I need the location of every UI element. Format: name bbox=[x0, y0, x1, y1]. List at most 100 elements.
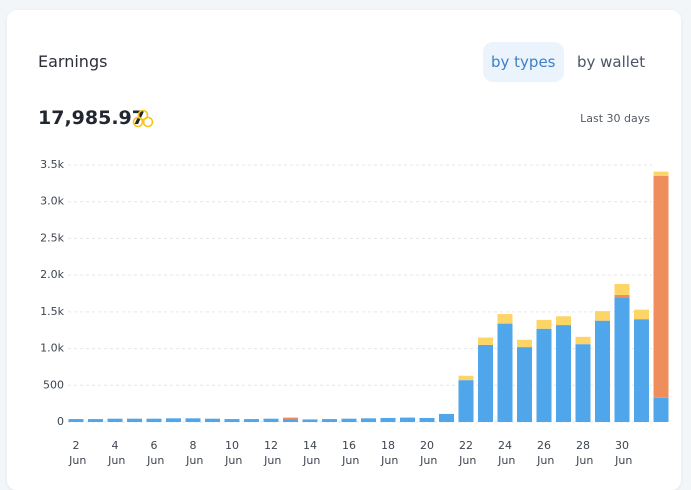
x-tick-label: 18 Jun bbox=[378, 439, 399, 467]
x-tick-label-line: 8 bbox=[190, 439, 197, 452]
x-tick-label-line: Jun bbox=[66, 454, 87, 467]
bar-segment bbox=[634, 309, 649, 320]
bar-segment bbox=[185, 418, 201, 422]
bar-segment bbox=[575, 344, 591, 422]
x-tick-label: 10 Jun bbox=[222, 439, 243, 467]
x-tick-label-line: 14 bbox=[303, 439, 317, 452]
x-tick-label: 16 Jun bbox=[339, 439, 360, 467]
y-tick-label: 3.0k bbox=[40, 195, 64, 208]
y-tick-label: 0 bbox=[57, 415, 64, 428]
x-tick-label-line: 12 bbox=[264, 439, 278, 452]
bar-segment bbox=[341, 418, 357, 422]
bar-segment bbox=[224, 419, 240, 422]
bar-segment bbox=[205, 418, 220, 422]
x-tick-label-line: 30 bbox=[615, 439, 629, 452]
card-title: Earnings bbox=[38, 52, 108, 71]
y-tick-label: 1.0k bbox=[40, 342, 64, 355]
bar-segment bbox=[361, 418, 376, 422]
x-tick-label-line: Jun bbox=[378, 454, 399, 467]
bar-segment bbox=[68, 419, 84, 422]
x-tick-label: 24 Jun bbox=[495, 439, 516, 467]
y-tick-label: 500 bbox=[43, 378, 64, 391]
bar-segment bbox=[517, 347, 532, 422]
x-tick-label-line: Jun bbox=[495, 454, 516, 467]
bar-segment bbox=[322, 419, 337, 422]
bar-segment bbox=[263, 418, 279, 422]
x-tick-label: 22 Jun bbox=[456, 439, 477, 467]
x-tick-label-line: 2 bbox=[73, 439, 80, 452]
bar-segment bbox=[478, 344, 493, 422]
bar-segment bbox=[283, 417, 298, 420]
bar-segment bbox=[575, 336, 591, 345]
x-tick-label-line: Jun bbox=[144, 454, 165, 467]
x-tick-label-line: Jun bbox=[339, 454, 360, 467]
x-tick-label-line: 22 bbox=[459, 439, 473, 452]
bar-segment bbox=[653, 176, 669, 398]
earnings-card: Earnings by types by wallet 17,985.97 La… bbox=[7, 10, 681, 490]
bar-segment bbox=[478, 337, 493, 345]
bar-segment bbox=[244, 419, 259, 422]
y-tick-label: 1.5k bbox=[40, 305, 64, 318]
bar-segment bbox=[653, 171, 669, 177]
tab-by-types[interactable]: by types bbox=[483, 42, 564, 82]
bar-segment bbox=[439, 413, 454, 422]
bar-segment bbox=[107, 418, 123, 422]
x-tick-label-line: Jun bbox=[417, 454, 438, 467]
period-label: Last 30 days bbox=[580, 112, 650, 125]
y-tick-label: 2.0k bbox=[40, 268, 64, 281]
x-tick-label-line: 18 bbox=[381, 439, 395, 452]
bar-segment bbox=[166, 418, 181, 422]
x-tick-label-line: Jun bbox=[573, 454, 594, 467]
bar-segment bbox=[458, 380, 474, 422]
x-tick-label-line: 24 bbox=[498, 439, 512, 452]
bar-segment bbox=[536, 319, 552, 329]
bar-segment bbox=[497, 323, 513, 422]
x-tick-label: 6 Jun bbox=[144, 439, 165, 467]
tab-by-wallet[interactable]: by wallet bbox=[577, 53, 646, 71]
x-tick-label-line: 16 bbox=[342, 439, 356, 452]
y-tick-label: 2.5k bbox=[40, 231, 64, 244]
x-tick-label-line: 4 bbox=[112, 439, 119, 452]
x-tick-label: 14 Jun bbox=[300, 439, 321, 467]
x-tick-label: 4 Jun bbox=[105, 439, 126, 467]
bar-segment bbox=[614, 294, 630, 298]
coin-icon bbox=[132, 109, 154, 128]
bar-segment bbox=[536, 328, 552, 422]
bar-segment bbox=[556, 325, 571, 422]
x-tick-label: 2 Jun bbox=[66, 439, 87, 467]
bar-segment bbox=[380, 417, 396, 422]
x-tick-label-line: Jun bbox=[183, 454, 204, 467]
bar-segment bbox=[634, 319, 649, 422]
bar-segment bbox=[419, 417, 435, 422]
bar-segment bbox=[497, 314, 513, 324]
x-tick-label-line: Jun bbox=[612, 454, 633, 467]
bar-segment bbox=[127, 418, 142, 422]
x-tick-label-line: Jun bbox=[300, 454, 321, 467]
x-tick-label-line: Jun bbox=[261, 454, 282, 467]
bar-segment bbox=[614, 297, 630, 422]
x-tick-label: 12 Jun bbox=[261, 439, 282, 467]
x-tick-label-line: Jun bbox=[534, 454, 555, 467]
x-tick-label: 30 Jun bbox=[612, 439, 633, 467]
x-tick-label-line: 20 bbox=[420, 439, 434, 452]
x-tick-label-line: 10 bbox=[225, 439, 239, 452]
bar-segment bbox=[400, 417, 415, 422]
bar-segment bbox=[283, 419, 298, 422]
x-tick-label-line: 28 bbox=[576, 439, 590, 452]
bar-segment bbox=[146, 418, 162, 422]
x-tick-label: 26 Jun bbox=[534, 439, 555, 467]
x-tick-label-line: Jun bbox=[222, 454, 243, 467]
bar-segment bbox=[88, 419, 103, 422]
bar-segment bbox=[302, 419, 318, 422]
bar-segment bbox=[653, 397, 669, 422]
bar-segment bbox=[517, 339, 532, 348]
x-tick-label: 28 Jun bbox=[573, 439, 594, 467]
bar-segment bbox=[595, 311, 610, 321]
bar-segment bbox=[614, 283, 630, 295]
x-tick-label-line: 6 bbox=[151, 439, 158, 452]
x-tick-label: 8 Jun bbox=[183, 439, 204, 467]
x-tick-label-line: Jun bbox=[105, 454, 126, 467]
x-tick-label-line: Jun bbox=[456, 454, 477, 467]
